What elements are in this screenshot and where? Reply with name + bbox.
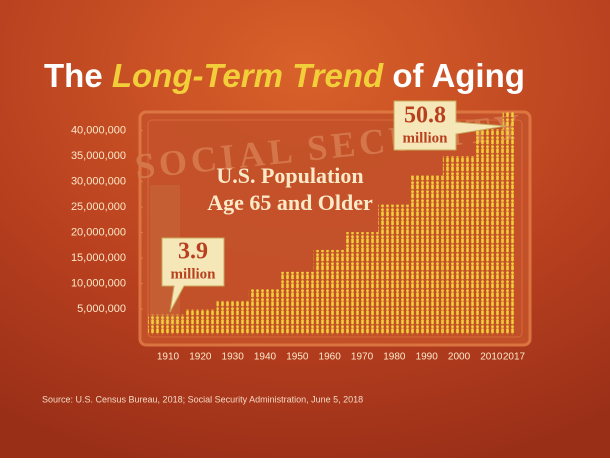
- x-tick-label: 1990: [416, 352, 439, 363]
- value-label-unit: million: [402, 130, 448, 146]
- x-tick-label: 2000: [448, 352, 471, 363]
- bar: [502, 112, 516, 335]
- bar: [248, 288, 282, 335]
- callout: [393, 100, 507, 151]
- y-tick-label: 10,000,000: [71, 277, 126, 289]
- value-label-unit: million: [170, 266, 216, 282]
- bar: [216, 300, 249, 335]
- x-tick-label: 1910: [157, 352, 180, 363]
- y-tick-label: 15,000,000: [71, 252, 126, 264]
- bar: [475, 129, 503, 335]
- x-tick-label: 1960: [319, 352, 342, 363]
- y-tick-label: 40,000,000: [71, 125, 126, 137]
- bar: [148, 314, 185, 335]
- value-label: 50.8: [404, 103, 446, 129]
- value-label: 3.9: [178, 239, 208, 265]
- title-part: The: [44, 57, 112, 94]
- subtitle: U.S. Population: [216, 163, 363, 188]
- bar: [313, 249, 346, 335]
- x-tick-label: 2017: [503, 352, 526, 363]
- bar: [345, 232, 379, 335]
- x-tick-label: 1950: [286, 352, 309, 363]
- y-tick-label: 5,000,000: [77, 303, 126, 315]
- x-tick-label: 1970: [351, 352, 374, 363]
- x-tick-label: 2010: [480, 352, 503, 363]
- card-border: [147, 119, 523, 338]
- x-tick-label: 1920: [189, 352, 212, 363]
- source: Source: U.S. Census Bureau, 2018; Social…: [42, 394, 363, 404]
- bar: [410, 175, 443, 335]
- chart-title: The Long-Term Trend of Aging: [44, 57, 525, 94]
- x-tick-label: 1940: [254, 352, 277, 363]
- callout: [161, 237, 225, 313]
- y-tick-label: 25,000,000: [71, 201, 126, 213]
- bar: [442, 156, 476, 335]
- bar: [378, 204, 411, 335]
- y-tick-label: 20,000,000: [71, 227, 126, 239]
- y-tick-label: 35,000,000: [71, 150, 126, 162]
- x-tick-label: 1930: [222, 352, 245, 363]
- bar: [281, 271, 314, 335]
- bar: [184, 309, 217, 335]
- title-part: Long-Term Trend: [112, 57, 384, 94]
- x-tick-label: 1980: [383, 352, 406, 363]
- subtitle: Age 65 and Older: [207, 190, 373, 215]
- bars: [148, 112, 516, 335]
- title-part: of Aging: [383, 57, 525, 94]
- y-tick-label: 30,000,000: [71, 176, 126, 188]
